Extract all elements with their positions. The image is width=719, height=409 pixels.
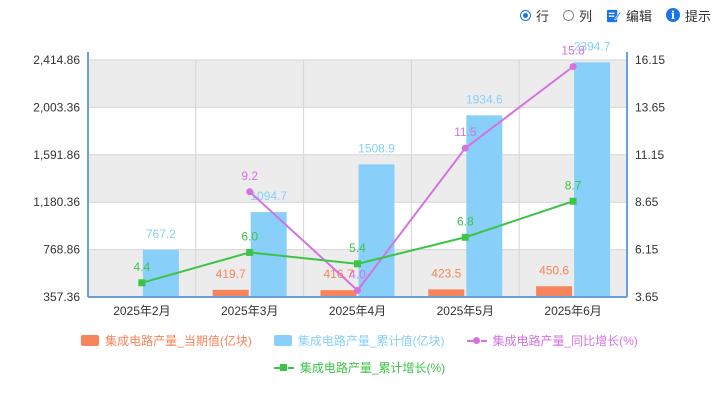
info-icon: i <box>665 8 680 22</box>
combo-chart: 2,414.86 2,003.36 1,591.86 1,180.36 768.86 35… <box>33 39 665 318</box>
line-data-label: 6.0 <box>241 229 258 243</box>
legend-swatch-yoy <box>466 335 487 346</box>
bar-data-label: 1508.9 <box>358 141 395 155</box>
hint-button[interactable]: i 提示 <box>665 6 711 25</box>
legend-row-2: 集成电路产量_累计增长(%) <box>0 359 719 376</box>
bar-cumulative <box>574 62 611 297</box>
row-toggle[interactable]: 行 <box>519 6 549 25</box>
bar-current <box>428 289 465 297</box>
line-point <box>246 188 254 196</box>
x-tick-label: 2025年6月 <box>544 304 601 318</box>
y-left-tick-label: 1,180.36 <box>33 195 80 209</box>
y-right-tick-label: 16.15 <box>635 53 665 67</box>
y-left-tick-label: 2,414.86 <box>33 53 80 67</box>
line-data-label: 11.5 <box>454 125 477 139</box>
x-tick-label: 2025年2月 <box>113 304 170 318</box>
legend-item-yoy[interactable]: 集成电路产量_同比增长(%) <box>466 332 638 349</box>
line-data-label: 5.4 <box>349 241 366 255</box>
bar-current <box>320 290 357 297</box>
x-tick-label: 2025年4月 <box>329 304 386 318</box>
line-point <box>138 279 146 287</box>
y-left-tick-label: 768.86 <box>43 243 80 257</box>
line-point <box>461 144 469 152</box>
plot-band <box>88 154 627 203</box>
line-point <box>461 233 469 241</box>
column-toggle-label: 列 <box>578 8 592 24</box>
y-right-tick-label: 3.65 <box>635 290 659 304</box>
legend-row-1: 集成电路产量_当期值(亿块) 集成电路产量_累计值(亿块) 集成电路产量_同比增… <box>0 332 719 349</box>
bar-data-label: 1094.7 <box>250 189 287 203</box>
bar-data-label: 423.5 <box>431 266 461 280</box>
plot-band <box>88 60 627 108</box>
line-point <box>246 248 254 256</box>
legend-item-cumulative[interactable]: 集成电路产量_累计值(亿块) <box>273 332 445 349</box>
line-data-label: 8.7 <box>565 178 582 192</box>
line-point <box>354 260 361 268</box>
line-data-label: 6.8 <box>457 214 474 228</box>
line-data-label: 4.0 <box>349 267 366 281</box>
legend-label-current: 集成电路产量_当期值(亿块) <box>105 334 252 348</box>
legend-label-cumulative: 集成电路产量_累计值(亿块) <box>297 334 445 348</box>
line-data-label: 15.8 <box>561 44 585 58</box>
line-point <box>354 286 361 294</box>
x-tick-label: 2025年5月 <box>437 304 494 318</box>
chart-toolbar: 行 列 编辑 i 提示 <box>519 4 711 26</box>
legend-item-cum-growth[interactable]: 集成电路产量_累计增长(%) <box>273 359 446 376</box>
column-radio-icon[interactable] <box>562 9 574 21</box>
y-right-tick-label: 8.65 <box>635 195 659 209</box>
bar-data-label: 2394.7 <box>574 39 611 53</box>
legend-swatch-cumulative <box>273 335 292 346</box>
legend-swatch-current <box>81 335 100 346</box>
y-left-tick-label: 357.36 <box>43 290 80 304</box>
line-point <box>569 63 577 71</box>
bar-current <box>212 289 249 297</box>
x-tick-label: 2025年3月 <box>221 304 278 318</box>
y-left-tick-label: 2,003.36 <box>33 100 80 114</box>
line-data-label: 9.2 <box>241 169 258 183</box>
legend-label-cum-growth: 集成电路产量_累计增长(%) <box>299 361 446 375</box>
legend-label-yoy: 集成电路产量_同比增长(%) <box>492 334 638 348</box>
bar-current <box>536 286 573 297</box>
bar-data-label: 1934.6 <box>466 92 503 106</box>
legend-item-current[interactable]: 集成电路产量_当期值(亿块) <box>81 332 252 349</box>
bar-data-label: 419.7 <box>216 267 246 281</box>
hint-label: 提示 <box>684 8 711 24</box>
row-radio-icon[interactable] <box>519 9 531 21</box>
bar-cumulative <box>466 115 503 298</box>
edit-icon <box>606 9 621 22</box>
line-data-label: 4.4 <box>134 260 151 274</box>
bar-data-label: 450.6 <box>539 263 569 277</box>
bar-data-label: 767.2 <box>146 227 176 241</box>
legend-swatch-cum-growth <box>273 362 294 373</box>
row-toggle-label: 行 <box>535 8 549 24</box>
edit-label: 编辑 <box>625 8 652 24</box>
line-yoy <box>249 65 574 292</box>
y-left-tick-label: 1,591.86 <box>33 148 80 162</box>
line-point <box>569 197 577 205</box>
y-right-tick-label: 6.15 <box>635 243 659 257</box>
y-right-tick-label: 11.15 <box>635 148 664 162</box>
column-toggle[interactable]: 列 <box>562 6 592 25</box>
y-right-tick-label: 13.65 <box>635 100 665 114</box>
bar-cumulative <box>358 164 395 297</box>
edit-button[interactable]: 编辑 <box>606 6 652 25</box>
